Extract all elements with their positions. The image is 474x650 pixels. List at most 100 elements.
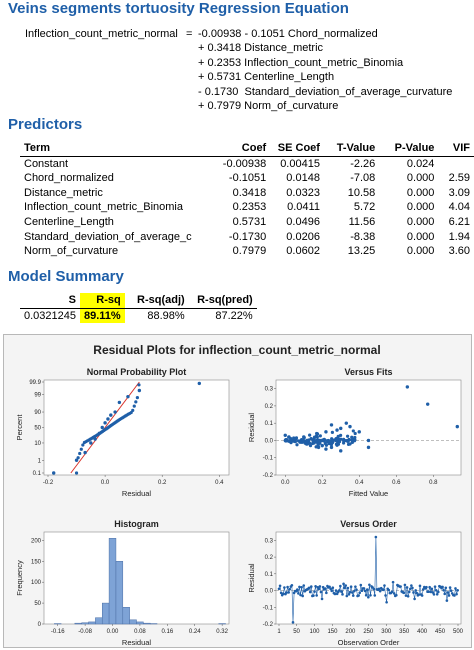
order-point (351, 594, 355, 597)
residual-point (137, 388, 142, 393)
predictors-cell (438, 156, 474, 171)
fit-point (339, 426, 343, 431)
order-point (286, 585, 289, 589)
x-tick-label: -0.16 (51, 629, 65, 635)
order-point (456, 588, 459, 592)
order-point (387, 588, 391, 592)
order-point (295, 588, 299, 591)
order-point (330, 589, 334, 593)
residual-point (79, 447, 83, 451)
predictors-cell: Centerline_Length (24, 215, 114, 228)
order-point (347, 593, 351, 596)
order-point (317, 587, 321, 591)
predictors-cell: 0.0206 (286, 230, 320, 243)
y-tick-label: 99.9 (29, 380, 41, 386)
predictors-cell: -0.1730 (228, 230, 267, 243)
fit-point (287, 435, 291, 439)
order-point (430, 587, 434, 591)
histogram-bar (143, 622, 151, 625)
fit-point (324, 430, 328, 434)
order-point (364, 593, 368, 597)
table-row: Constant -0.00938 0.00415 -2.26 0.024 (20, 156, 474, 171)
x-tick-label: 0.16 (161, 629, 173, 635)
fit-point (323, 438, 327, 442)
histogram-bar (115, 561, 124, 625)
predictors-cell: -0.00938 (222, 157, 267, 170)
regression-equation-title: Veins segments tortuosity Regression Equ… (8, 0, 349, 17)
residual-point (89, 441, 93, 445)
fit-point (332, 438, 337, 442)
predictors-cell: 2.59 (448, 172, 470, 185)
order-point (382, 588, 385, 592)
predictors-cell: 3.60 (448, 245, 470, 258)
fit-point (312, 435, 317, 439)
order-point (277, 587, 281, 591)
order-point (337, 589, 341, 592)
residual-point (134, 400, 138, 404)
order-point (434, 588, 438, 592)
model-summary-cell: 89.11% (80, 308, 125, 324)
x-tick-label: 450 (435, 629, 446, 635)
order-point (411, 586, 414, 590)
x-tick-label: 0.00 (107, 629, 119, 635)
y-tick-label: 0.1 (265, 572, 274, 578)
order-point (362, 587, 366, 590)
fit-point (327, 442, 331, 446)
fit-point (426, 402, 430, 406)
order-point (413, 597, 416, 601)
predictors-cell: Inflection_count_metric_Binomia (24, 201, 183, 214)
fit-point (330, 430, 334, 434)
y-tick-label: 1 (38, 458, 42, 464)
order-point (436, 590, 440, 594)
order-point (407, 590, 411, 594)
predictors-cell: 0.7979 (232, 245, 267, 258)
residual-point (83, 450, 87, 455)
order-point (343, 586, 346, 590)
order-point (431, 591, 435, 594)
fit-point (344, 421, 348, 425)
y-tick-label: 0.3 (265, 387, 274, 393)
order-point (307, 586, 311, 590)
fit-point (302, 435, 306, 439)
order-point (395, 593, 398, 597)
order-point (418, 584, 422, 588)
y-tick-label: -0.2 (263, 473, 274, 479)
x-tick-label: 0.4 (355, 480, 364, 486)
residual-point (74, 458, 79, 462)
fit-point (353, 435, 357, 440)
order-point (445, 599, 449, 602)
order-point (402, 591, 406, 595)
predictors-cell: 0.0602 (286, 245, 320, 258)
order-point (383, 584, 386, 587)
predictors-cell: -2.26 (350, 157, 376, 170)
order-point (325, 591, 328, 595)
x-axis-label: Fitted Value (349, 489, 388, 498)
y-tick-label: 0.1 (265, 421, 274, 427)
order-point (350, 591, 354, 594)
fit-point (329, 445, 334, 450)
y-tick-label: 150 (31, 559, 42, 565)
residual-point (78, 451, 82, 456)
order-point (373, 594, 377, 597)
residual-point (100, 425, 104, 430)
y-axis-label: Frequency (15, 560, 24, 596)
residual-point (93, 437, 97, 441)
table-row: Inflection_count_metric_Binomia 0.2353 0.0… (20, 200, 474, 215)
fit-point (350, 438, 354, 442)
x-tick-label: 200 (345, 629, 356, 635)
order-point (369, 593, 372, 597)
y-tick-label: 90 (34, 410, 41, 416)
predictors-cell: 0.000 (406, 245, 435, 258)
histogram-bar (129, 619, 137, 625)
fit-point (316, 438, 320, 442)
order-point (323, 587, 327, 590)
order-point (392, 592, 396, 595)
y-tick-label: 50 (34, 601, 41, 607)
plot-title: Normal Probability Plot (87, 367, 187, 377)
y-tick-label: 0.0 (265, 438, 274, 444)
predictors-cell: Standard_deviation_of_average_c (24, 230, 192, 243)
fit-point (348, 424, 352, 429)
table-row: Standard_deviation_of_average_c -0.1730 0.… (20, 230, 474, 245)
fit-point (345, 434, 350, 438)
order-point (329, 587, 332, 591)
